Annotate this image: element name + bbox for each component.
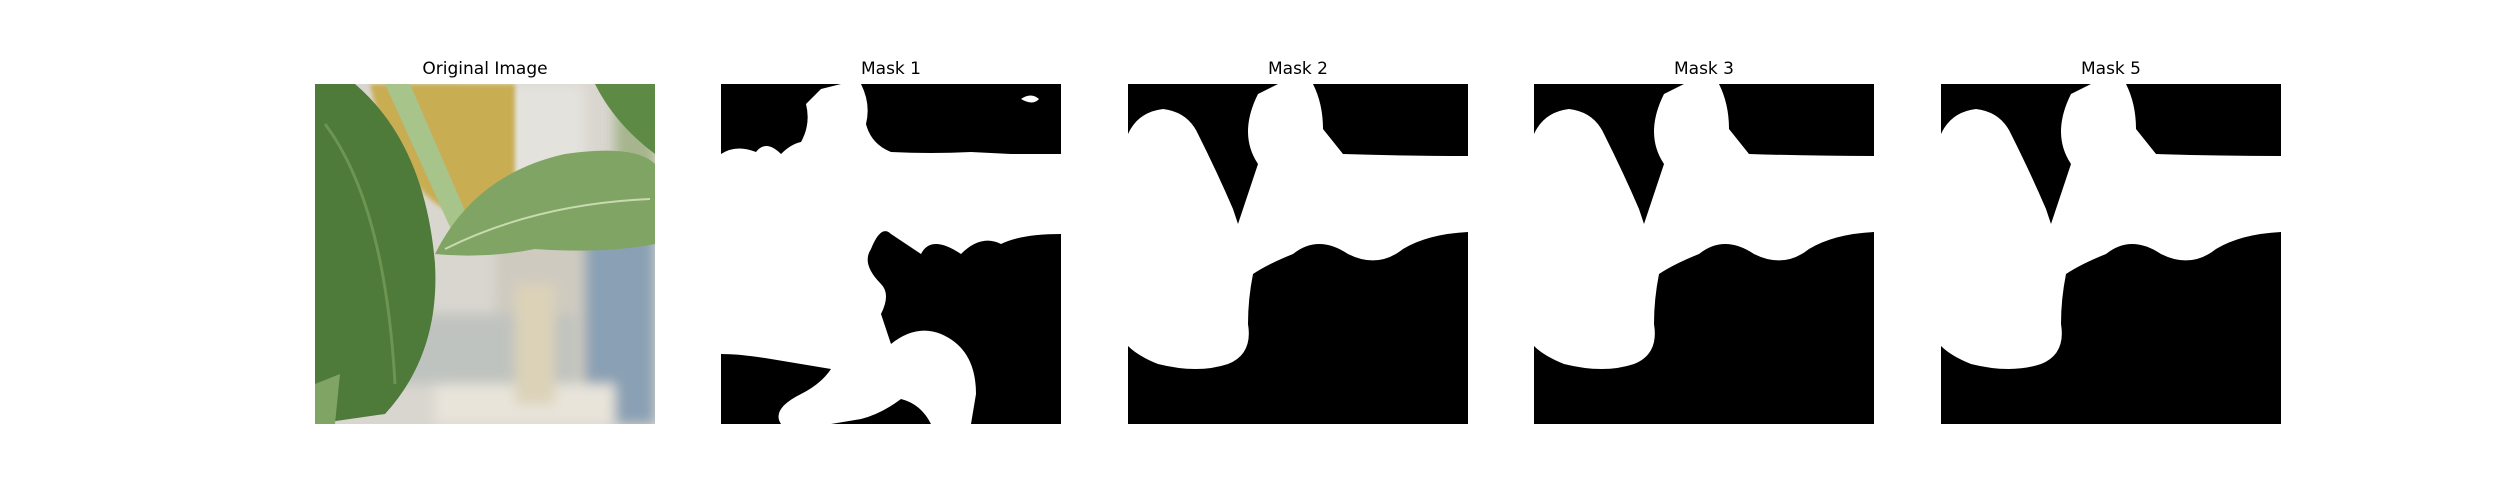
panel-title: Mask 2 bbox=[1267, 59, 1328, 79]
panel-title: Mask 5 bbox=[2080, 59, 2141, 79]
panel-title: Mask 1 bbox=[860, 59, 921, 79]
mask-image bbox=[1128, 84, 1468, 424]
mask-image bbox=[1941, 84, 2281, 424]
panel-title: Original Image bbox=[422, 59, 548, 79]
mask-image bbox=[721, 84, 1061, 424]
original-image bbox=[315, 84, 655, 424]
panel-title: Mask 3 bbox=[1673, 59, 1734, 79]
mask-image bbox=[1534, 84, 1874, 424]
